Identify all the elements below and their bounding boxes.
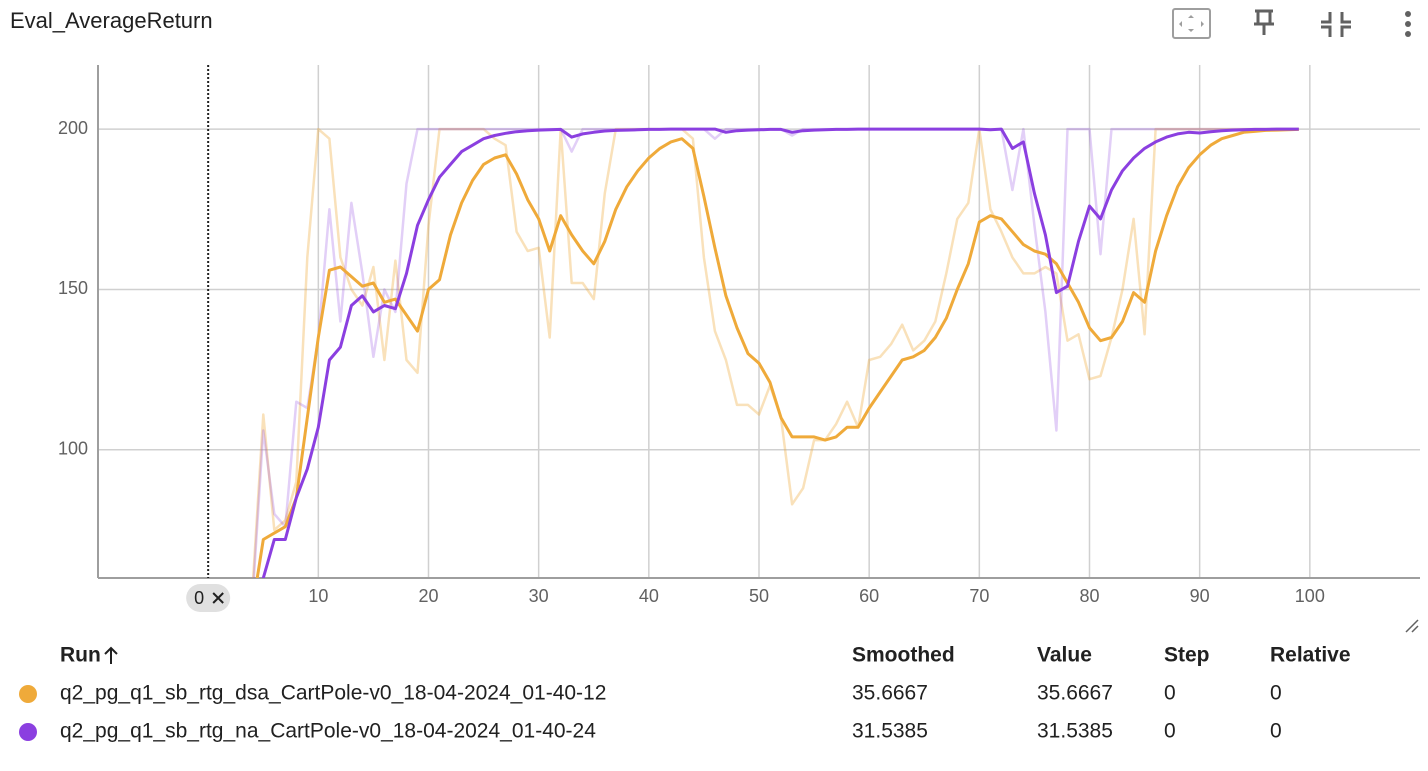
run-name: q2_pg_q1_sb_rtg_na_CartPole-v0_18-04-202…	[60, 720, 596, 743]
column-header[interactable]: Relative	[1270, 644, 1351, 667]
step-chip-close	[212, 592, 224, 604]
y-tick-label: 150	[58, 278, 88, 298]
table-cell: 0	[1270, 720, 1282, 743]
table-cell: 35.6667	[1037, 682, 1113, 705]
x-tick-label: 20	[418, 586, 438, 606]
column-header[interactable]: Smoothed	[852, 644, 955, 667]
run-name: q2_pg_q1_sb_rtg_dsa_CartPole-v0_18-04-20…	[60, 682, 606, 705]
table-body: q2_pg_q1_sb_rtg_dsa_CartPole-v0_18-04-20…	[19, 682, 1282, 743]
x-tick-label: 90	[1190, 586, 1210, 606]
table-header: Run Smoothed Value Step Relative	[60, 644, 1351, 667]
x-tick-label: 70	[969, 586, 989, 606]
column-header[interactable]: Value	[1037, 644, 1092, 667]
run-color-dot	[19, 685, 37, 703]
toolbar	[1172, 8, 1411, 39]
more-button[interactable]	[1405, 11, 1411, 37]
pin-button[interactable]	[1254, 9, 1274, 35]
run-color-dot	[19, 723, 37, 741]
table-cell: 0	[1164, 682, 1176, 705]
smoothed-line	[261, 127, 1299, 578]
collapse-button[interactable]	[1321, 12, 1351, 37]
column-header[interactable]: Run	[60, 644, 101, 667]
x-tick-label: 60	[859, 586, 879, 606]
step-chip-bg	[186, 584, 231, 612]
table-cell: 0	[1164, 720, 1176, 743]
table-cell: 31.5385	[852, 720, 928, 743]
table-cell: 35.6667	[852, 682, 928, 705]
y-tick-label: 100	[58, 439, 88, 459]
x-tick-label: 30	[529, 586, 549, 606]
step-chip-label: 0	[194, 588, 204, 608]
table-cell: 0	[1270, 682, 1282, 705]
x-tick-label: 80	[1079, 586, 1099, 606]
raw-line	[251, 127, 1299, 578]
table-cell: 31.5385	[1037, 720, 1113, 743]
column-header[interactable]: Step	[1164, 644, 1210, 667]
sort-arrow	[104, 646, 118, 664]
card-title: Eval_AverageReturn	[10, 8, 213, 33]
step-chip[interactable]: 0	[186, 584, 231, 612]
x-tick-label: 50	[749, 586, 769, 606]
fit-domain-button[interactable]	[1172, 8, 1211, 39]
resize-handle[interactable]	[1405, 619, 1419, 633]
x-tick-label: 40	[639, 586, 659, 606]
x-tick-label: 100	[1295, 586, 1325, 606]
smoothed-line	[255, 127, 1299, 578]
plot: 100 150 200 10 20 30 40 50 60 70 80 90 100 0	[58, 65, 1420, 612]
y-tick-label: 200	[58, 118, 88, 138]
lines	[251, 127, 1299, 578]
x-tick-label: 10	[308, 586, 328, 606]
